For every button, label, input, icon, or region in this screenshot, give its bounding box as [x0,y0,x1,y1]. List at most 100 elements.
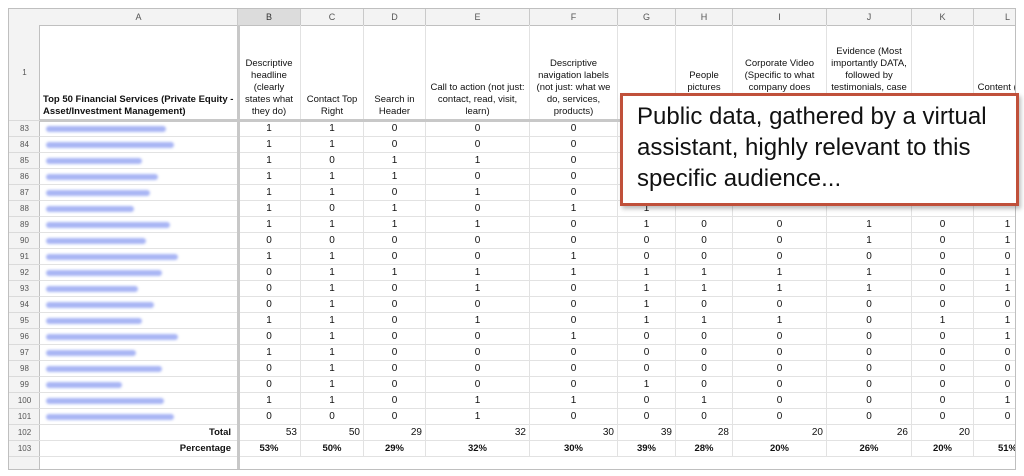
blurred-link[interactable] [46,334,178,340]
company-url-cell[interactable] [40,361,238,377]
data-cell[interactable]: 1 [238,169,301,185]
data-cell[interactable] [974,201,1015,217]
blurred-link[interactable] [46,414,174,420]
row-header[interactable]: 99 [9,377,40,393]
data-cell[interactable]: 0 [530,185,618,201]
data-cell[interactable]: 0 [530,361,618,377]
data-cell[interactable] [733,201,827,217]
company-url-cell[interactable] [40,201,238,217]
company-url-cell[interactable] [40,169,238,185]
data-cell[interactable]: 1 [733,313,827,329]
row-header[interactable]: 84 [9,137,40,153]
data-cell[interactable]: 1 [426,313,530,329]
data-cell[interactable]: 0 [530,121,618,137]
row-header[interactable]: 96 [9,329,40,345]
data-cell[interactable]: 1 [618,217,676,233]
data-cell[interactable]: 0 [912,329,974,345]
row-header[interactable]: 89 [9,217,40,233]
column-header-h[interactable]: H [676,9,733,25]
column-header-l[interactable]: L [974,9,1015,25]
data-cell[interactable]: 0 [530,409,618,425]
company-url-cell[interactable] [40,185,238,201]
blurred-link[interactable] [46,174,158,180]
data-cell[interactable]: 1 [827,233,912,249]
data-cell[interactable]: 0 [827,329,912,345]
data-cell[interactable]: 0 [912,377,974,393]
header-cell-d[interactable]: Search in Header [364,25,426,121]
data-cell[interactable]: 0 [733,345,827,361]
data-cell[interactable]: 1 [530,329,618,345]
data-cell[interactable]: 0 [301,409,364,425]
percentage-cell[interactable]: 30% [530,441,618,457]
header-cell-a[interactable]: Top 50 Financial Services (Private Equit… [40,25,238,121]
data-cell[interactable] [912,201,974,217]
data-cell[interactable]: 1 [618,265,676,281]
data-cell[interactable]: 0 [676,409,733,425]
total-cell[interactable]: 28 [676,425,733,441]
blurred-link[interactable] [46,302,154,308]
company-url-cell[interactable] [40,249,238,265]
data-cell[interactable]: 0 [426,201,530,217]
data-cell[interactable]: 0 [426,121,530,137]
data-cell[interactable]: 0 [912,233,974,249]
data-cell[interactable]: 1 [301,265,364,281]
data-cell[interactable]: 0 [364,297,426,313]
data-cell[interactable]: 0 [364,281,426,297]
data-cell[interactable]: 0 [530,281,618,297]
data-cell[interactable]: 0 [912,361,974,377]
blurred-link[interactable] [46,206,134,212]
data-cell[interactable]: 0 [530,313,618,329]
data-cell[interactable]: 0 [364,361,426,377]
data-cell[interactable]: 0 [238,329,301,345]
data-cell[interactable]: 1 [676,393,733,409]
row-header[interactable]: 95 [9,313,40,329]
column-header-b[interactable]: B [238,9,301,25]
column-header-g[interactable]: G [618,9,676,25]
row-header[interactable]: 93 [9,281,40,297]
data-cell[interactable]: 0 [974,377,1015,393]
blurred-link[interactable] [46,398,164,404]
data-cell[interactable]: 0 [618,329,676,345]
data-cell[interactable]: 0 [827,313,912,329]
blurred-link[interactable] [46,286,138,292]
row-header[interactable]: 100 [9,393,40,409]
column-header-e[interactable]: E [426,9,530,25]
data-cell[interactable]: 0 [974,345,1015,361]
company-url-cell[interactable] [40,281,238,297]
total-cell[interactable]: 32 [426,425,530,441]
percentage-cell[interactable]: 51% [974,441,1015,457]
data-cell[interactable]: 0 [912,345,974,361]
data-cell[interactable]: 0 [676,217,733,233]
data-cell[interactable]: 0 [912,297,974,313]
row-header[interactable]: 92 [9,265,40,281]
data-cell[interactable]: 1 [530,393,618,409]
percentage-cell[interactable]: 29% [364,441,426,457]
data-cell[interactable]: 1 [974,313,1015,329]
data-cell[interactable]: 1 [301,121,364,137]
data-cell[interactable]: 1 [733,265,827,281]
data-cell[interactable]: 1 [238,121,301,137]
data-cell[interactable]: 0 [301,233,364,249]
data-cell[interactable]: 0 [912,409,974,425]
data-cell[interactable]: 0 [618,233,676,249]
blurred-link[interactable] [46,190,150,196]
row-header[interactable]: 83 [9,121,40,137]
data-cell[interactable]: 1 [618,313,676,329]
percentage-cell[interactable]: 50% [301,441,364,457]
data-cell[interactable]: 0 [364,393,426,409]
data-cell[interactable]: 0 [676,297,733,313]
data-cell[interactable]: 1 [974,217,1015,233]
data-cell[interactable]: 1 [301,361,364,377]
blurred-link[interactable] [46,126,166,132]
data-cell[interactable]: 1 [238,137,301,153]
header-cell-c[interactable]: Contact Top Right [301,25,364,121]
data-cell[interactable]: 0 [238,297,301,313]
data-cell[interactable]: 1 [676,281,733,297]
data-cell[interactable]: 1 [426,265,530,281]
data-cell[interactable]: 0 [733,297,827,313]
data-cell[interactable]: 0 [238,409,301,425]
company-url-cell[interactable] [40,121,238,137]
company-url-cell[interactable] [40,313,238,329]
data-cell[interactable]: 0 [301,153,364,169]
column-header-d[interactable]: D [364,9,426,25]
